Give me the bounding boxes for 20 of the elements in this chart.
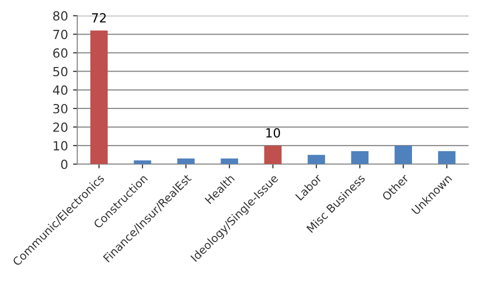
y-tick-label: 70 — [53, 30, 68, 40]
y-tick-label: 20 — [53, 122, 68, 132]
data-label: 72 — [92, 13, 106, 22]
bar — [394, 146, 412, 164]
bar — [308, 154, 326, 164]
y-tick-label: 30 — [53, 104, 68, 114]
bar — [134, 160, 152, 164]
y-tick-label: 0 — [61, 160, 68, 170]
y-tick-label: 80 — [53, 11, 68, 21]
data-label: 10 — [266, 128, 280, 138]
bar — [264, 146, 282, 164]
bar — [438, 151, 456, 164]
y-tick-label: 60 — [53, 48, 68, 58]
bar — [351, 151, 369, 164]
y-tick-label: 40 — [52, 85, 68, 95]
y-tick-label: 50 — [53, 66, 68, 76]
bar — [90, 30, 108, 164]
bar — [220, 158, 238, 164]
bar — [177, 158, 195, 164]
y-tick-label: 10 — [54, 141, 68, 150]
